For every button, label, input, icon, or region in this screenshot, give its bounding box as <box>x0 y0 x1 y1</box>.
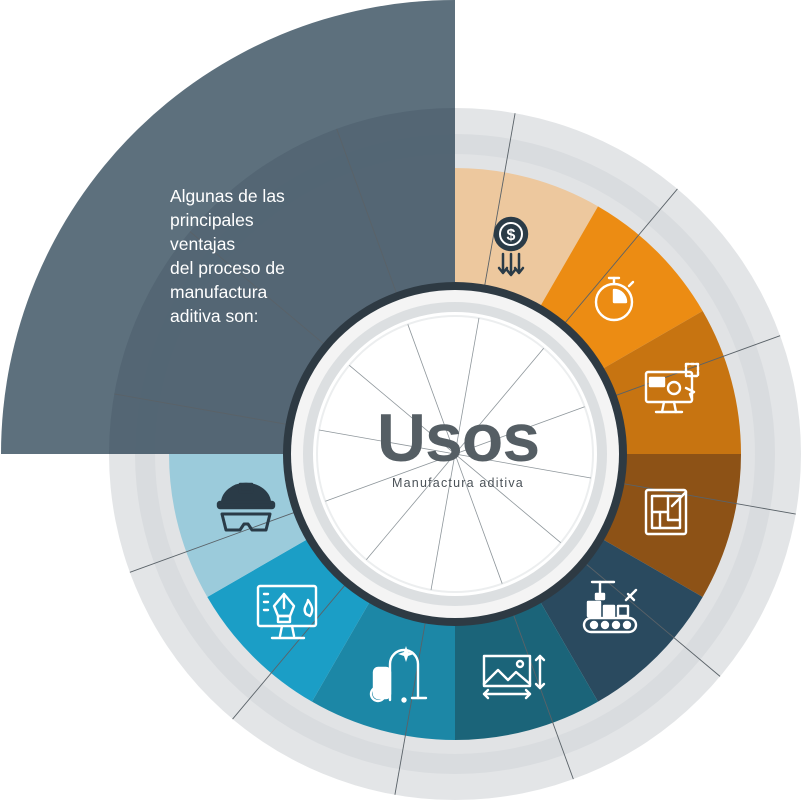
vacuum-cleaner-icon <box>369 646 428 703</box>
hub-radial-line <box>407 324 503 584</box>
dollar-gear-cost-icon: $ <box>493 216 529 277</box>
center-title: Usos <box>376 400 540 476</box>
image-resize-icon <box>482 654 546 700</box>
segments-ring <box>169 168 741 740</box>
intro-line: aditiva son: <box>170 306 259 326</box>
blueprint-plan-icon <box>644 488 688 536</box>
svg-text:$: $ <box>507 227 516 244</box>
center-subtitle: Manufactura aditiva <box>392 476 524 490</box>
segment-blueprint-plan <box>593 454 741 597</box>
intro-line: del proceso de <box>170 258 285 278</box>
production-line-icon <box>582 580 638 634</box>
segment-vacuum-cleaner <box>312 592 455 740</box>
intro-text: Algunas de las principales ventajas del … <box>170 184 340 328</box>
monitor-design-icon <box>644 362 700 414</box>
segment-dollar-gear-cost <box>455 168 598 316</box>
hub-radial-lines <box>319 318 591 590</box>
intro-line: principales <box>170 210 254 230</box>
safety-helmet-goggles-icon <box>216 482 276 532</box>
intro-line: manufactura <box>170 282 268 302</box>
stopwatch-icon <box>594 276 635 322</box>
segment-monitor-design <box>593 311 741 454</box>
intro-line: ventajas <box>170 234 236 254</box>
segment-image-resize <box>455 592 598 740</box>
screen-design-pen-icon <box>256 584 318 640</box>
hub-face-line <box>316 315 594 593</box>
intro-line: Algunas de las <box>170 186 285 206</box>
